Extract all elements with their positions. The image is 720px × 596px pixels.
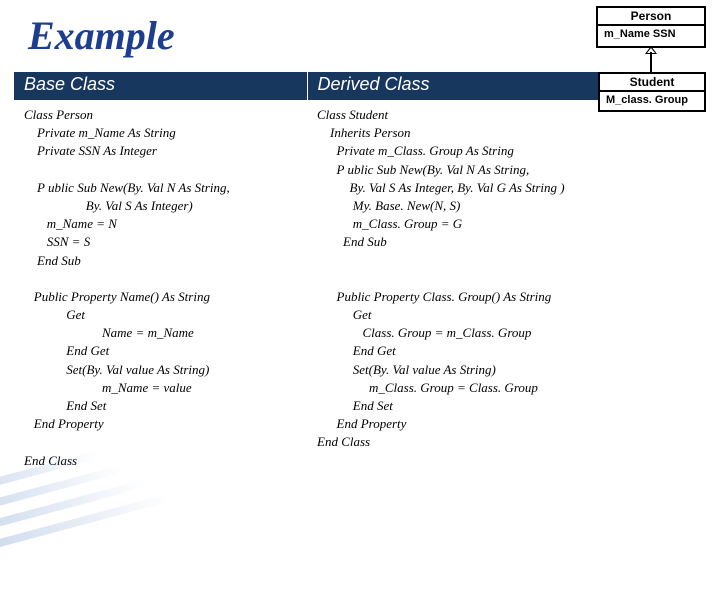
page-title: Example bbox=[28, 12, 175, 59]
header-derived-class: Derived Class bbox=[308, 72, 601, 100]
uml-student-box: Student M_class. Group bbox=[598, 72, 706, 112]
uml-student-attrs: M_class. Group bbox=[600, 92, 704, 110]
uml-person-box: Person m_Name SSN bbox=[596, 6, 706, 48]
uml-person-attrs: m_Name SSN bbox=[598, 26, 704, 46]
uml-student-title: Student bbox=[600, 74, 704, 92]
uml-connector-line bbox=[650, 52, 652, 72]
table-header-row: Base Class Derived Class bbox=[14, 72, 600, 100]
uml-person-title: Person bbox=[598, 8, 704, 26]
derived-class-code: Class Student Inherits Person Private m_… bbox=[307, 100, 600, 530]
table-content-row: Class Person Private m_Name As String Pr… bbox=[14, 100, 600, 530]
header-base-class: Base Class bbox=[14, 72, 308, 100]
